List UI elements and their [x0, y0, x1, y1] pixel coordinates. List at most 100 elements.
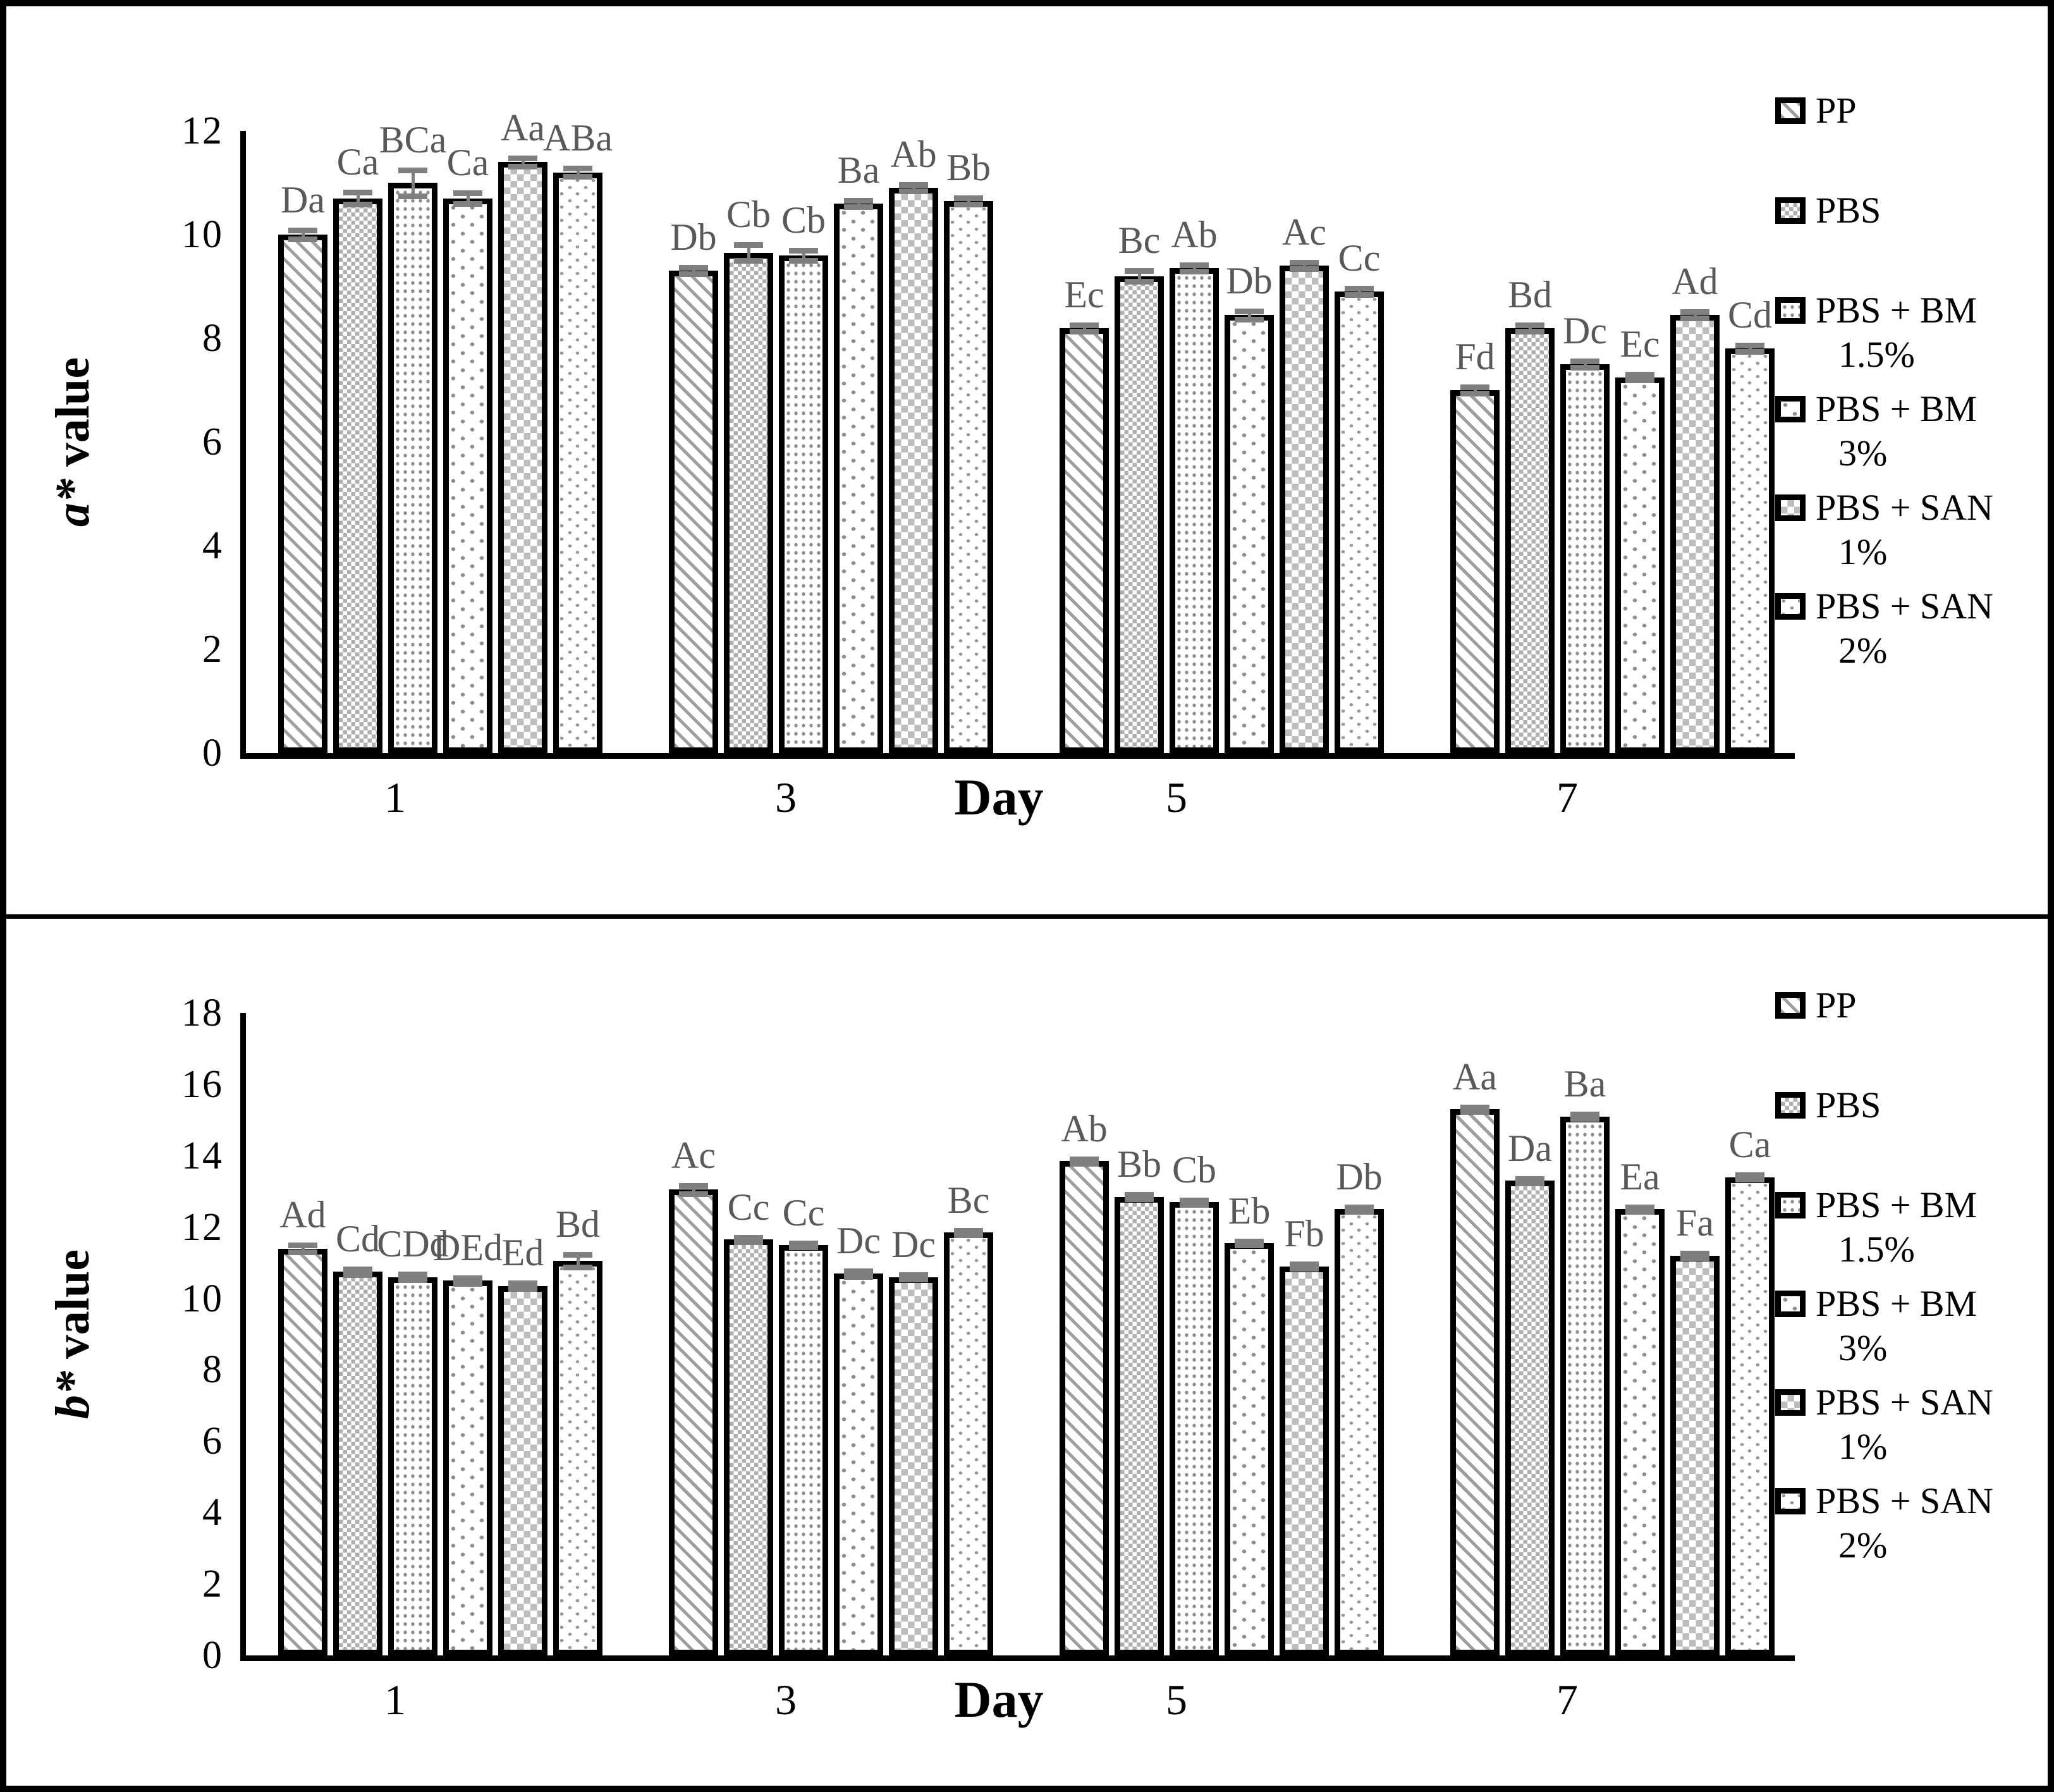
bar-a-star-day3-pp	[669, 271, 718, 753]
bar-b-star-day1-san1	[498, 1286, 547, 1655]
error-bar-line	[802, 1243, 805, 1248]
significance-label-a-star-day5: Db	[1226, 259, 1273, 302]
plot-area-b-star	[240, 1013, 1795, 1661]
error-bar-line	[576, 1255, 580, 1268]
error-bar-cap	[563, 174, 592, 180]
error-bar-cap	[1345, 292, 1374, 298]
legend-swatch-san2-icon	[1775, 1488, 1806, 1514]
bar-a-star-day7-pp	[1450, 390, 1500, 753]
significance-label-b-star-day3: Dc	[836, 1219, 881, 1261]
error-bar-line	[301, 230, 305, 239]
error-bar-line	[1748, 345, 1752, 352]
error-bar-line	[1082, 1158, 1086, 1163]
bar-a-star-day5-pp	[1060, 328, 1109, 753]
error-bar-cap	[1515, 1180, 1544, 1186]
error-bar-cap	[899, 1277, 928, 1283]
legend-entry-san2: PBS + SAN 2%	[1775, 584, 2048, 673]
significance-label-b-star-day1: Cd	[335, 1217, 381, 1260]
significance-label-b-star-day3: Cc	[782, 1191, 825, 1234]
y-tick-label-0: 0	[202, 732, 223, 775]
error-bar-cap	[844, 1273, 873, 1280]
error-bar-line	[747, 245, 750, 261]
x-tick-label-day-7: 7	[1556, 1676, 1578, 1724]
error-bar-cap	[1625, 377, 1654, 384]
legend-label-line1: PBS	[1816, 190, 1881, 231]
error-bar-cap	[1290, 266, 1319, 273]
x-tick-label-day-3: 3	[775, 1676, 797, 1724]
significance-label-b-star-day3: Cc	[727, 1186, 770, 1229]
error-bar-line	[521, 1283, 525, 1289]
significance-label-b-star-day1: Ed	[501, 1232, 544, 1274]
significance-label-b-star-day7: Ca	[1728, 1124, 1771, 1166]
legend-label-line1: PBS + BM	[1816, 290, 1978, 331]
bar-b-star-day7-bm3	[1615, 1209, 1665, 1655]
error-bar-cap	[453, 1280, 482, 1287]
y-tick-label-4: 4	[202, 524, 223, 567]
legend-label-line1: PBS + BM	[1816, 388, 1978, 429]
legend-label-line1: PP	[1816, 985, 1857, 1026]
bar-a-star-day7-pbs	[1505, 328, 1555, 753]
bar-b-star-day3-san1	[889, 1277, 938, 1655]
legend-entry-pbs: PBS	[1775, 188, 2048, 233]
error-bar-line	[521, 157, 525, 166]
legend-entry-bm15: PBS + BM 1.5%	[1775, 288, 2048, 377]
y-tick-label-8: 8	[202, 1348, 223, 1392]
x-axis-title-a-star: Day	[954, 768, 1044, 826]
legend-entry-san1: PBS + SAN 1%	[1775, 486, 2048, 574]
y-tick-label-16: 16	[181, 1062, 223, 1106]
bar-a-star-day5-pbs	[1115, 276, 1164, 753]
bar-b-star-day5-san1	[1280, 1266, 1329, 1655]
error-bar-cap	[679, 271, 708, 278]
error-bar-line	[1302, 1264, 1306, 1269]
legend-swatch-bm15-icon	[1775, 1192, 1806, 1218]
legend-label-line2: 1.5%	[1838, 1229, 1915, 1270]
bar-b-star-day7-san1	[1670, 1255, 1720, 1655]
significance-label-a-star-day5: Bc	[1118, 219, 1161, 262]
error-bar-line	[747, 1237, 750, 1242]
error-bar-line	[1693, 1253, 1697, 1258]
significance-label-a-star-day7: Bd	[1507, 273, 1553, 316]
significance-label-b-star-day1: DEd	[433, 1226, 503, 1268]
legend-text: PP	[1816, 983, 1857, 1028]
x-tick-label-day-3: 3	[775, 773, 797, 821]
significance-label-b-star-day5: Fb	[1284, 1213, 1324, 1255]
error-bar-cap	[1625, 1208, 1654, 1215]
significance-label-a-star-day3: Db	[670, 216, 717, 259]
significance-label-a-star-day1: Aa	[501, 106, 545, 149]
legend-swatch-bm15-icon	[1775, 297, 1806, 324]
error-bar-cap	[398, 193, 427, 199]
error-bar-cap	[1290, 1266, 1319, 1272]
legend-text: PBS + SAN 2%	[1816, 584, 1993, 673]
error-bar-line	[411, 1274, 415, 1280]
x-tick-label-day-5: 5	[1166, 1676, 1187, 1724]
bar-a-star-day1-pbs	[333, 198, 382, 753]
legend-label-line2: 2%	[1838, 1525, 1888, 1566]
bar-b-star-day5-pbs	[1115, 1196, 1164, 1655]
y-tick-label-8: 8	[202, 317, 223, 360]
bar-a-star-day5-san2	[1335, 292, 1384, 753]
significance-label-b-star-day1: Ad	[279, 1193, 326, 1236]
legend-entry-pbs: PBS	[1775, 1083, 2048, 1127]
bar-b-star-day5-pp	[1060, 1161, 1109, 1655]
bar-a-star-day5-san1	[1280, 266, 1329, 753]
legend-entry-pp: PP	[1775, 89, 2048, 133]
legend-swatch-pbs-icon	[1775, 197, 1806, 224]
error-bar-line	[1528, 324, 1532, 331]
legend-text: PBS + BM 3%	[1816, 1282, 1977, 1370]
bar-b-star-day3-pbs	[724, 1239, 773, 1655]
bar-a-star-day3-bm3	[834, 203, 883, 753]
significance-label-a-star-day5: Ac	[1282, 211, 1326, 254]
error-bar-line	[912, 185, 915, 192]
error-bar-cap	[679, 1191, 708, 1198]
significance-label-b-star-day7: Da	[1508, 1127, 1552, 1169]
error-bar-line	[967, 197, 970, 204]
error-bar-line	[1192, 1200, 1196, 1205]
significance-label-a-star-day1: Ca	[446, 142, 489, 184]
y-axis-title-italic: a*	[46, 479, 99, 527]
error-bar-cap	[1125, 1196, 1154, 1203]
bar-b-star-day7-pbs	[1505, 1181, 1555, 1655]
legend-entry-bm3: PBS + BM 3%	[1775, 387, 2048, 476]
error-bar-line	[1473, 387, 1477, 393]
significance-label-b-star-day1: Bd	[555, 1203, 601, 1246]
significance-label-b-star-day3: Dc	[891, 1224, 936, 1266]
